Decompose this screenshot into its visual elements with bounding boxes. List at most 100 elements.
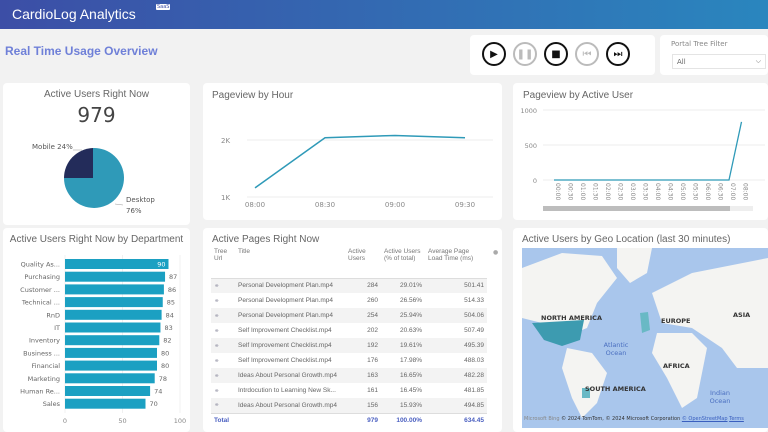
link-icon[interactable]: ⚭ — [211, 278, 235, 293]
desktop-label: Desktop — [126, 196, 155, 204]
scrollbar-thumb[interactable] — [543, 206, 730, 211]
filter-label: Portal Tree Filter — [671, 40, 728, 48]
terms-link[interactable]: Terms — [729, 416, 744, 422]
filter-dropdown[interactable]: All ⌵ — [672, 54, 766, 69]
table-header: Tree Url Title Active Users Active Users (%… — [211, 248, 487, 279]
active-pages-table: Tree Url Title Active Users Active Users (%… — [211, 248, 487, 428]
table-cell: 176 — [367, 357, 378, 364]
data-label: 83 — [164, 324, 172, 332]
play-button[interactable]: ▶ — [482, 42, 506, 66]
pageview-by-active-user-chart: 0 500 1000 00:00 00:30 01:00 01:30 02:00 02:30 03… — [520, 107, 765, 200]
category-label: IT — [54, 324, 60, 332]
link-icon[interactable]: ⚭ — [214, 387, 220, 395]
bar[interactable] — [65, 360, 157, 371]
bar[interactable] — [65, 373, 155, 384]
table-cell: 20.63% — [399, 327, 422, 334]
column-header[interactable]: Active Users (% of total) — [381, 248, 425, 279]
table-cell: 15.93% — [381, 398, 425, 413]
active-users-card: Active Users Right Now 979 Mobile 24% De… — [3, 83, 190, 225]
data-label: 78 — [159, 375, 167, 383]
x-tick-label: 06:30 — [717, 183, 724, 200]
pause-button[interactable]: ❚❚ — [513, 42, 537, 66]
bar[interactable] — [65, 309, 162, 320]
table-cell: Self Improvement Checklist.mp4 — [235, 338, 345, 353]
x-tick-label: 100 — [174, 417, 186, 425]
x-tick-label: 04:00 — [654, 183, 661, 200]
more-options-icon[interactable]: ● — [493, 249, 499, 256]
pie-slice-mobile — [63, 148, 93, 178]
previous-button[interactable]: ⏮ — [575, 42, 599, 66]
category-label: Quality As... — [21, 261, 60, 269]
column-header[interactable]: Tree Url — [211, 248, 235, 279]
table-cell: 495.39 — [425, 338, 487, 353]
horizontal-scrollbar[interactable] — [543, 206, 753, 211]
bar[interactable] — [65, 335, 160, 346]
bar[interactable] — [65, 297, 163, 308]
card-title: Active Users Right Now — [43, 89, 150, 100]
table-cell: 192 — [345, 338, 381, 353]
table-row[interactable]: ⚭ Intrdocution to Learning New Sk... 161 16… — [211, 383, 487, 398]
y-tick-label: 2K — [221, 137, 230, 145]
column-header[interactable]: Active Users — [345, 248, 381, 279]
table-row[interactable]: ⚭ Self Improvement Checklist.mp4 176 17.98%… — [211, 353, 487, 368]
map-label: AFRICA — [663, 362, 690, 370]
column-header[interactable]: Title — [235, 248, 345, 279]
osm-link[interactable]: © OpenStreetMap — [681, 416, 728, 422]
column-header[interactable]: Average Page Load Time (ms) — [425, 248, 487, 279]
link-icon[interactable]: ⚭ — [211, 368, 235, 383]
table-row[interactable]: ⚭ Personal Development Plan.mp4 254 25.94% 5… — [211, 308, 487, 323]
link-icon[interactable]: ⚭ — [214, 357, 220, 365]
x-tick-label: 09:00 — [385, 201, 405, 209]
x-tick-label: 03:30 — [642, 183, 649, 200]
table-row[interactable]: ⚭ Personal Development Plan.mp4 284 29.01% 5… — [211, 278, 487, 293]
pageview-by-active-user-card: Pageview by Active User 0 500 1000 00:00 00:… — [513, 83, 768, 220]
total-cell: 634.45 — [425, 412, 487, 428]
table-row[interactable]: ⚭ Ideas About Personal Growth.mp4 156 15.93… — [211, 398, 487, 413]
map-attribution: Microsoft Bing © 2024 TomTom, © 2024 Mic… — [524, 416, 744, 422]
table-row[interactable]: ⚭ Personal Development Plan.mp4 260 26.56% 5… — [211, 293, 487, 308]
x-tick-label: 07:00 — [729, 183, 736, 200]
data-label: 90 — [157, 261, 165, 269]
link-icon[interactable]: ⚭ — [214, 327, 220, 335]
x-tick-label: 02:30 — [617, 183, 624, 200]
x-tick-label: 09:30 — [455, 201, 475, 209]
data-label: 82 — [163, 337, 171, 345]
data-label: 84 — [166, 311, 174, 319]
card-title: Pageview by Hour — [212, 90, 294, 101]
link-icon[interactable]: ⚭ — [211, 398, 235, 413]
bar[interactable] — [65, 322, 161, 333]
data-label: 87 — [169, 273, 177, 281]
table-cell: Personal Development Plan.mp4 — [235, 308, 345, 323]
table-row[interactable]: ⚭ Ideas About Personal Growth.mp4 163 16.65… — [211, 368, 487, 383]
bar[interactable] — [65, 271, 166, 282]
map-label: Indian Ocean — [709, 389, 731, 405]
table-total-row: Total 979 100.00% 634.45 — [211, 412, 487, 428]
link-icon[interactable]: ⚭ — [211, 338, 235, 353]
table-row[interactable]: ⚭ Self Improvement Checklist.mp4 202 20.63%… — [211, 323, 487, 338]
x-tick-label: 05:30 — [692, 183, 699, 200]
table-row[interactable]: ⚭ Self Improvement Checklist.mp4 192 19.61%… — [211, 338, 487, 353]
bar[interactable] — [65, 284, 164, 295]
bar[interactable] — [65, 386, 151, 396]
bar[interactable] — [65, 259, 169, 269]
card-title: Pageview by Active User — [523, 90, 634, 101]
table-cell: 254 — [345, 308, 381, 323]
category-label: Financial — [32, 362, 61, 370]
table-cell: Intrdocution to Learning New Sk... — [238, 387, 336, 394]
stop-button[interactable]: ■ — [544, 42, 568, 66]
bar[interactable] — [65, 398, 146, 409]
table-cell: 163 — [345, 368, 381, 383]
geo-map[interactable] — [522, 248, 768, 428]
total-cell: 979 — [345, 412, 381, 428]
category-label: Customer ... — [20, 286, 60, 294]
table-cell: 16.65% — [381, 368, 425, 383]
link-icon[interactable]: ⚭ — [211, 308, 235, 323]
geo-card: Active Users by Geo Location (last 30 mi… — [513, 228, 768, 432]
x-tick-label: 00:00 — [554, 183, 561, 200]
y-tick-label: 0 — [533, 177, 537, 185]
bar[interactable] — [65, 347, 157, 358]
link-icon[interactable]: ⚭ — [214, 297, 220, 305]
map-label: NORTH AMERICA — [541, 314, 602, 322]
app-title: CardioLog Analytics — [12, 6, 136, 22]
next-button[interactable]: ⏭ — [606, 42, 630, 66]
